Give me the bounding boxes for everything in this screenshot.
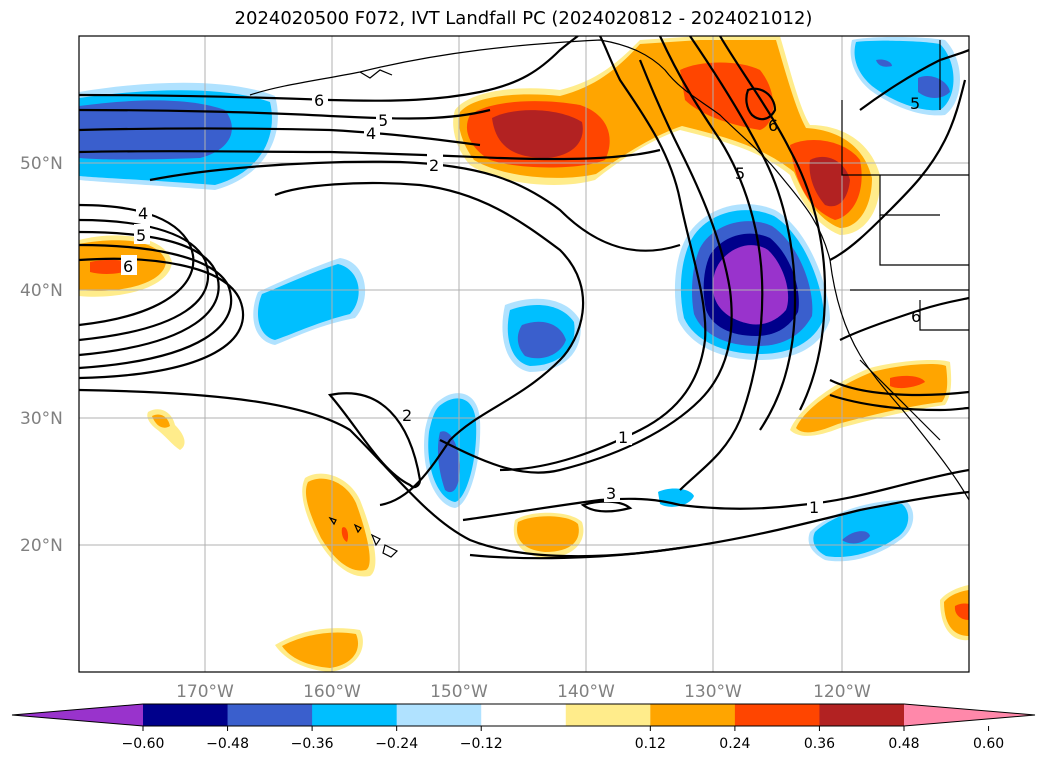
contour-label: 4 [138,204,148,223]
contour-label: 5 [136,226,146,245]
lat-label-40n: 40°N [20,281,63,301]
contour-label: 1 [809,498,819,517]
coastlines [249,39,969,558]
lon-label-130w: 130°W [684,682,742,702]
contour-label: 5 [735,164,745,183]
colorbar-tick-label: −0.24 [375,736,418,752]
lon-label-150w: 150°W [430,682,488,702]
lat-label-20n: 20°N [20,536,63,556]
colorbar-extend-high [904,704,1035,726]
contour-lines [79,36,969,560]
colorbar-tick-label: 0.60 [973,736,1004,752]
contour-label: 4 [366,124,376,143]
contour-label: 6 [768,116,778,135]
contour-label: 6 [123,257,133,276]
contour-label: 2 [402,406,412,425]
colorbar-segment [819,704,905,726]
contour-label: 5 [910,94,920,113]
lat-label-30n: 30°N [20,409,63,429]
colorbar-tick-label: 0.12 [635,736,666,752]
colorbar-segment [650,704,736,726]
colorbar-segment [143,704,229,726]
lon-label-140w: 140°W [557,682,615,702]
lon-label-170w: 170°W [176,682,234,702]
colorbar-segment [481,704,567,726]
contour-label: 2 [429,156,439,175]
contour-label-group: 6 5 4 2 4 5 6 2 1 3 1 6 5 5 6 [121,88,921,517]
lon-label-120w: 120°W [813,682,871,702]
colorbar-extend-low [12,704,143,726]
colorbar-tick-label: −0.60 [122,736,165,752]
colorbar-segment [396,704,482,726]
plot-frame [78,35,970,673]
contour-label: 6 [314,91,324,110]
contour-label: 3 [606,484,616,503]
contour-label: 5 [378,111,388,130]
colorbar-tick-label: 0.24 [719,736,750,752]
contour-label: 6 [911,307,921,326]
colorbar-tick-label: 0.48 [888,736,919,752]
colorbar-segment [227,704,313,726]
colorbar: −0.60 −0.48 −0.36 −0.24 −0.12 0.12 0.24 0.36 0.4… [11,703,1036,752]
colorbar-tick-label: −0.12 [460,736,503,752]
lat-label-50n: 50°N [20,154,63,174]
lon-label-160w: 160°W [303,682,361,702]
colorbar-tick-label: −0.36 [291,736,334,752]
contour-label: 1 [618,428,628,447]
colorbar-tick-label: 0.36 [804,736,835,752]
colorbar-segment [565,704,651,726]
colorbar-tick-label: −0.48 [206,736,249,752]
colorbar-segment [734,704,820,726]
colorbar-segment [312,704,398,726]
map-title: 2024020500 F072, IVT Landfall PC (202402… [234,8,813,29]
